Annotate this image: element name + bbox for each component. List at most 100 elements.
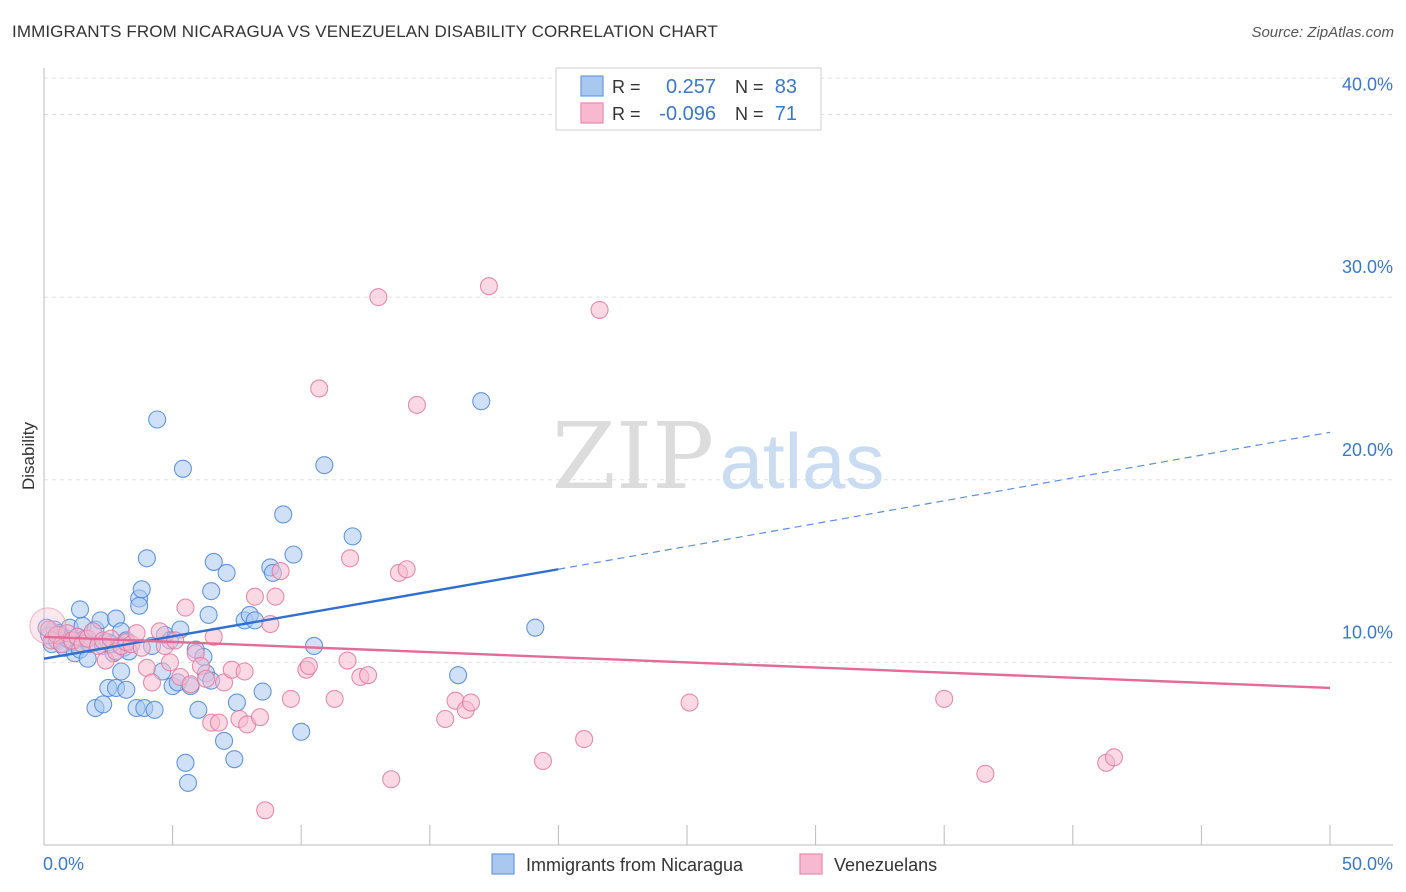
point-nicaragua: [214, 731, 234, 750]
point-venezuelans: [250, 708, 270, 727]
point-venezuelans: [245, 587, 264, 606]
point-venezuelans: [397, 560, 416, 579]
point-venezuelans: [935, 689, 954, 708]
grid-lines: [44, 77, 1393, 663]
point-venezuelans: [382, 770, 401, 789]
point-venezuelans: [1104, 748, 1124, 767]
legend-swatch-nicaragua: [580, 75, 604, 97]
point-nicaragua: [70, 600, 90, 619]
point-nicaragua: [284, 545, 303, 564]
point-nicaragua: [217, 563, 236, 582]
point-venezuelans: [196, 669, 216, 688]
point-nicaragua: [204, 552, 223, 571]
legend-swatch-venezuelans: [580, 102, 604, 124]
point-venezuelans: [436, 709, 455, 729]
y-tick-label: 30.0%: [1342, 257, 1393, 277]
point-nicaragua: [449, 666, 468, 685]
series-legend-label-nicaragua: Immigrants from Nicaragua: [526, 855, 744, 875]
point-venezuelans: [533, 751, 553, 771]
series-legend: Immigrants from Nicaragua Venezuelans: [491, 853, 937, 875]
point-venezuelans: [281, 689, 300, 708]
watermark: ZIP atlas: [552, 403, 884, 510]
point-venezuelans: [176, 598, 195, 617]
point-nicaragua: [117, 680, 136, 699]
point-venezuelans: [142, 673, 162, 692]
point-nicaragua: [315, 456, 334, 475]
trend-lines: [43, 431, 1331, 690]
point-venezuelans: [299, 656, 318, 676]
y-tick-label: 40.0%: [1342, 75, 1393, 95]
legend-n-label-nicaragua: N =: [735, 77, 764, 97]
point-nicaragua: [305, 636, 324, 655]
x-tick-label-max: 50.0%: [1342, 854, 1393, 874]
point-venezuelans: [590, 300, 609, 319]
watermark-atlas: atlas: [720, 417, 885, 505]
point-nicaragua: [145, 700, 164, 719]
point-nicaragua: [176, 753, 195, 772]
point-venezuelans: [976, 764, 995, 783]
point-nicaragua: [526, 618, 545, 637]
legend-r-value-nicaragua: 0.257: [666, 76, 716, 98]
chart-title: IMMIGRANTS FROM NICARAGUA VS VENEZUELAN …: [12, 22, 718, 41]
trend-line-nicaragua: [43, 568, 559, 660]
point-venezuelans: [461, 693, 481, 712]
point-venezuelans: [256, 801, 275, 820]
point-nicaragua: [178, 773, 198, 792]
point-venezuelans: [235, 662, 254, 681]
watermark-zip: ZIP: [552, 403, 714, 510]
point-nicaragua: [253, 682, 272, 701]
point-nicaragua: [112, 662, 131, 681]
point-venezuelans: [341, 549, 360, 568]
point-nicaragua: [137, 549, 156, 568]
trend-line-nicaragua-extrapolated: [558, 431, 1331, 570]
point-nicaragua: [472, 392, 491, 411]
point-venezuelans: [266, 587, 285, 606]
point-nicaragua: [202, 582, 221, 601]
point-nicaragua: [227, 693, 246, 712]
y-axis-label: Disability: [19, 421, 38, 490]
point-nicaragua: [274, 505, 293, 524]
chart-source: Source: ZipAtlas.com: [1251, 24, 1394, 41]
point-nicaragua: [343, 527, 362, 546]
y-tick-label: 20.0%: [1342, 440, 1393, 460]
axes: [43, 68, 1393, 846]
point-venezuelans: [325, 689, 344, 708]
point-nicaragua: [292, 722, 311, 741]
point-nicaragua: [189, 700, 208, 719]
series-legend-label-venezuelans: Venezuelans: [834, 855, 937, 875]
correlation-legend: R = 0.257 N = 83 R = -0.096 N = 71: [555, 67, 822, 131]
point-venezuelans: [160, 653, 180, 672]
legend-n-value-nicaragua: 83: [775, 76, 797, 98]
tick-labels: Disability 0.0% 50.0% 10.0% 20.0% 30.0% 40.…: [19, 75, 1393, 874]
trend-line-venezuelans: [43, 635, 1331, 690]
point-venezuelans: [310, 379, 329, 398]
legend-r-label-nicaragua: R =: [612, 77, 641, 97]
point-venezuelans: [359, 666, 378, 685]
point-nicaragua: [199, 605, 218, 624]
point-venezuelans: [271, 562, 290, 581]
series-legend-swatch-nicaragua: [491, 853, 515, 875]
point-nicaragua: [173, 459, 192, 478]
scatter-points: [29, 277, 1124, 820]
point-venezuelans: [369, 288, 388, 307]
legend-r-value-venezuelans: -0.096: [659, 103, 716, 125]
point-nicaragua: [132, 580, 151, 599]
point-venezuelans: [181, 675, 200, 694]
legend-r-label-venezuelans: R =: [612, 104, 641, 124]
point-nicaragua: [225, 750, 244, 769]
point-venezuelans: [479, 277, 499, 296]
x-tick-label-min: 0.0%: [43, 854, 84, 874]
point-venezuelans: [209, 713, 228, 732]
series-legend-swatch-venezuelans: [799, 853, 823, 875]
legend-n-label-venezuelans: N =: [735, 104, 764, 124]
y-tick-label: 10.0%: [1342, 622, 1393, 642]
legend-n-value-venezuelans: 71: [775, 103, 797, 125]
point-nicaragua: [94, 695, 113, 714]
point-venezuelans: [575, 730, 594, 749]
point-venezuelans: [680, 693, 699, 712]
point-nicaragua: [130, 596, 149, 615]
point-venezuelans: [407, 395, 426, 414]
point-nicaragua: [148, 410, 167, 429]
point-venezuelans-large: [29, 607, 67, 645]
